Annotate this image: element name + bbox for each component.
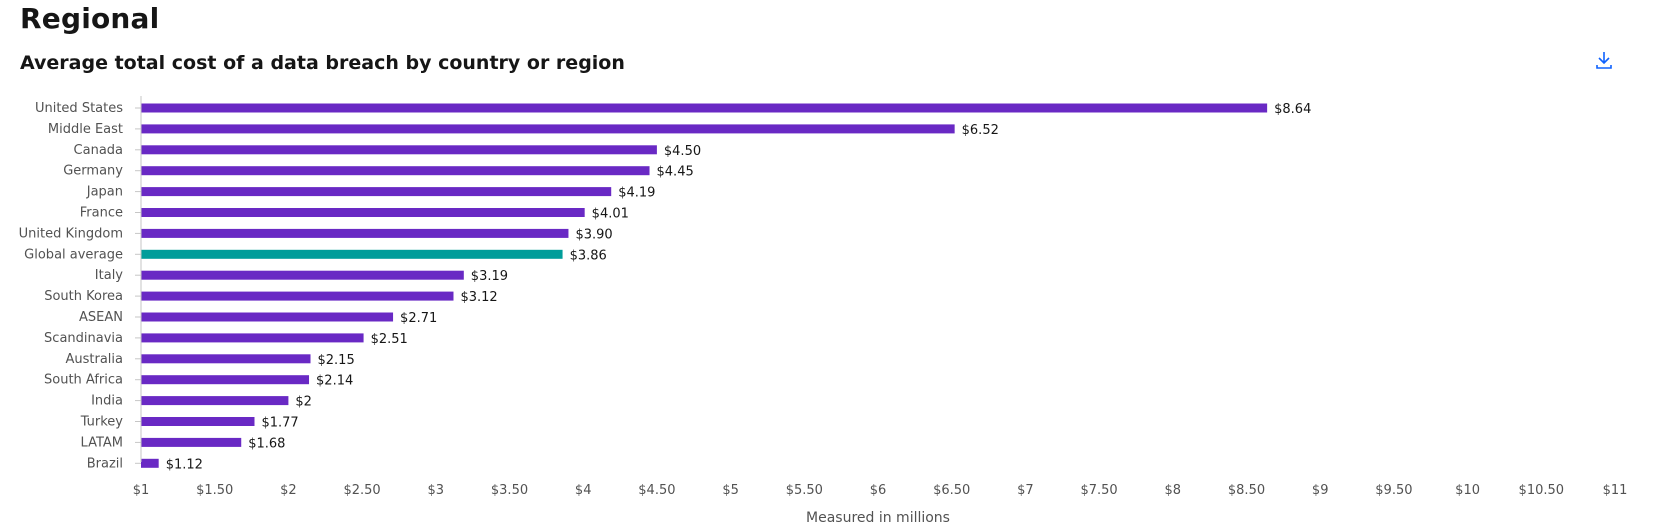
category-label: France: [80, 206, 123, 221]
bar[interactable]: [141, 312, 394, 322]
bar-value-label: $1.68: [248, 436, 285, 451]
bar[interactable]: [141, 270, 464, 280]
x-tick-label: $10.50: [1519, 483, 1565, 498]
bar-value-label: $4.01: [592, 207, 629, 222]
x-tick-label: $8: [1165, 483, 1182, 498]
category-label: United States: [35, 101, 123, 116]
bar-value-label: $1.77: [261, 416, 298, 431]
download-icon: [1596, 52, 1612, 69]
category-label: Brazil: [87, 456, 123, 471]
category-label: United Kingdom: [19, 226, 123, 241]
bar[interactable]: [141, 375, 310, 385]
bar[interactable]: [141, 458, 159, 468]
bar[interactable]: [141, 333, 364, 343]
category-label: Turkey: [80, 415, 124, 430]
category-label: Scandinavia: [44, 331, 123, 346]
bar-value-label: $3.12: [460, 290, 497, 305]
x-tick-label: $4.50: [638, 483, 675, 498]
category-label: South Korea: [44, 289, 123, 304]
bar-value-label: $8.64: [1274, 102, 1311, 117]
x-tick-label: $6: [870, 483, 887, 498]
x-tick-label: $1: [133, 483, 150, 498]
bar[interactable]: [141, 103, 1268, 113]
bar-value-label: $2.14: [316, 374, 353, 389]
bar-value-label: $2: [295, 395, 312, 410]
x-tick-label: $3.50: [491, 483, 528, 498]
bar[interactable]: [141, 208, 585, 217]
x-tick-label: $7.50: [1080, 483, 1117, 498]
bar[interactable]: [141, 437, 242, 447]
bar[interactable]: [141, 187, 612, 197]
bar-value-label: $3.19: [471, 269, 508, 284]
x-tick-label: $6.50: [933, 483, 970, 498]
bar-value-label: $3.90: [575, 227, 612, 242]
bar-value-label: $2.15: [318, 353, 355, 368]
x-tick-label: $9.50: [1375, 483, 1412, 498]
category-label: Canada: [74, 143, 123, 158]
x-tick-label: $5: [722, 483, 739, 498]
category-label: Germany: [63, 164, 123, 179]
x-tick-label: $2: [280, 483, 297, 498]
x-tick-label: $9: [1312, 483, 1329, 498]
category-label: Italy: [95, 268, 124, 283]
bar[interactable]: [141, 354, 311, 364]
bar[interactable]: [141, 249, 563, 259]
x-tick-label: $8.50: [1228, 483, 1265, 498]
x-axis-title: Measured in millions: [806, 510, 950, 526]
x-tick-label: $5.50: [786, 483, 823, 498]
x-tick-label: $7: [1017, 483, 1034, 498]
bar-value-label: $2.71: [400, 311, 437, 326]
bar-value-label: $3.86: [570, 248, 607, 263]
bar[interactable]: [141, 124, 955, 134]
x-tick-label: $4: [575, 483, 592, 498]
x-tick-label: $11: [1603, 483, 1628, 498]
x-tick-label: $3: [428, 483, 445, 498]
x-tick-label: $10: [1455, 483, 1480, 498]
category-label: ASEAN: [79, 310, 123, 325]
section-title: Regional: [20, 2, 160, 35]
bar-value-label: $2.51: [371, 332, 408, 347]
category-label: Australia: [65, 352, 123, 367]
category-label: South Africa: [44, 373, 123, 388]
x-tick-label: $1.50: [196, 483, 233, 498]
bar[interactable]: [141, 166, 650, 176]
bar-value-label: $4.19: [618, 186, 655, 201]
category-label: Japan: [86, 185, 123, 200]
bar[interactable]: [141, 291, 454, 301]
bar-value-label: $4.45: [657, 165, 694, 180]
category-label: India: [91, 394, 123, 409]
chart-title: Average total cost of a data breach by c…: [20, 52, 625, 74]
category-label: Global average: [24, 247, 123, 262]
category-label: Middle East: [48, 122, 123, 137]
category-label: LATAM: [81, 435, 123, 450]
bar[interactable]: [141, 396, 289, 406]
bar-value-label: $4.50: [664, 144, 701, 159]
bar-value-label: $6.52: [962, 123, 999, 138]
bar[interactable]: [141, 228, 569, 238]
x-tick-label: $2.50: [343, 483, 380, 498]
bar[interactable]: [141, 417, 255, 426]
bar-value-label: $1.12: [166, 457, 203, 472]
download-button[interactable]: [1592, 48, 1616, 72]
bar[interactable]: [141, 145, 657, 155]
